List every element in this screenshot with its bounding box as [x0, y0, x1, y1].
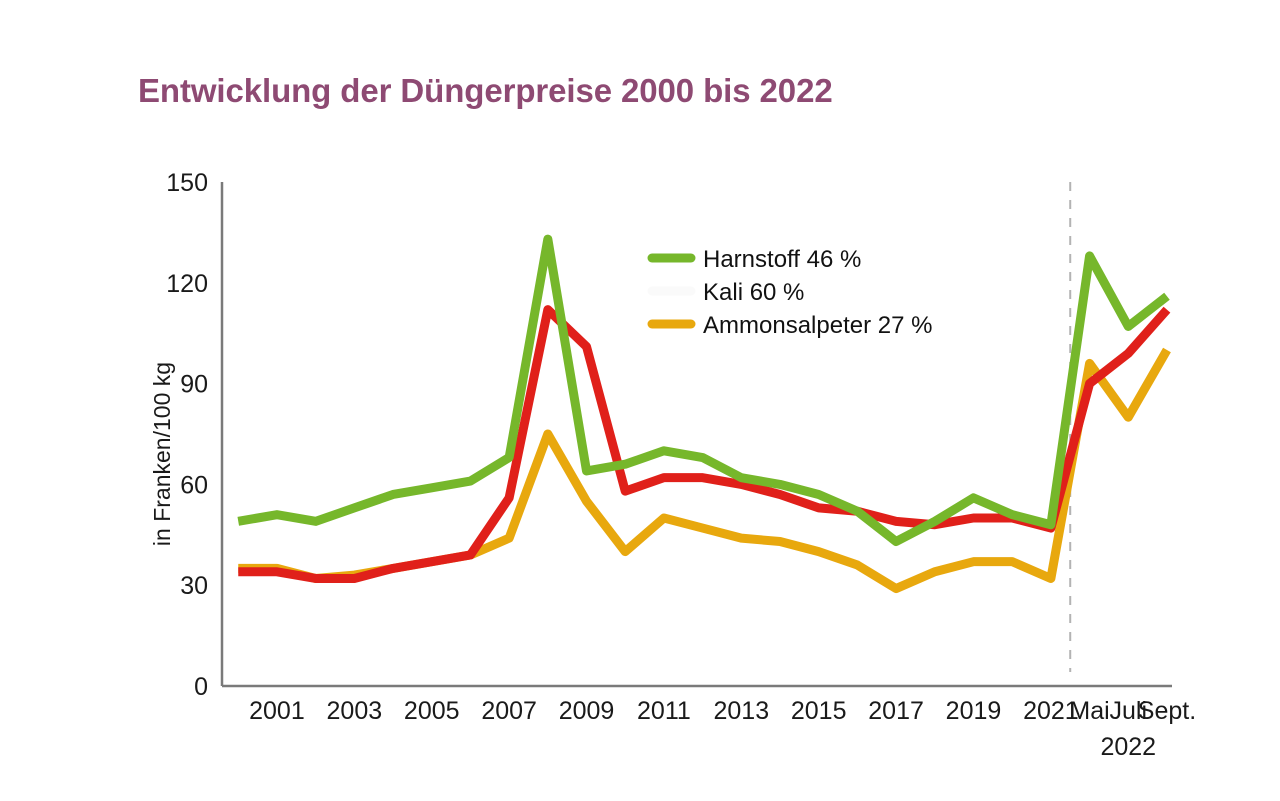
- x-tick-label: Mai: [1069, 697, 1109, 725]
- x-tick-label: Sept.: [1138, 697, 1196, 725]
- x-tick-labels: 2001 2003 2005 2007 2009 2011 2013 2015 2017 2019…: [249, 697, 1196, 761]
- x-tick-sublabel: 2022: [1100, 733, 1156, 761]
- y-axis-title: in Franken/100 kg: [149, 362, 175, 546]
- chart-legend: Harnstoff 46 % Kali 60 % Ammonsalpeter 27 …: [647, 246, 932, 339]
- legend-label-2[interactable]: Kali 60 %: [703, 279, 804, 306]
- y-tick-label: 0: [194, 673, 208, 701]
- x-tick-label: 2011: [637, 697, 691, 725]
- series-lines: [237, 234, 1171, 594]
- y-axis-title-text: in Franken/100 kg: [149, 362, 175, 546]
- y-tick-label: 150: [166, 169, 208, 197]
- x-tick-label: Juli: [1110, 697, 1148, 725]
- x-tick-label: 2017: [868, 697, 924, 725]
- y-tick-labels: 0 30 60 90 120 150: [166, 169, 208, 701]
- y-tick-label: 90: [180, 371, 208, 399]
- x-tick-label: 2003: [327, 697, 383, 725]
- x-tick-label: 2019: [946, 697, 1002, 725]
- x-tick-label: 2015: [791, 697, 847, 725]
- axes-group: [220, 182, 1172, 688]
- x-tick-label: 2009: [559, 697, 615, 725]
- x-tick-label: 2007: [481, 697, 537, 725]
- legend-label-3[interactable]: Ammonsalpeter 27 %: [703, 312, 932, 339]
- y-tick-label: 60: [180, 471, 208, 499]
- x-tick-label: 2021: [1023, 697, 1079, 725]
- series-line-2: [238, 305, 1171, 583]
- series-line-1: [237, 234, 1170, 547]
- x-tick-label: 2013: [713, 697, 769, 725]
- x-tick-label: 2001: [249, 697, 305, 725]
- series-line-3: [238, 347, 1171, 594]
- y-tick-label: 30: [180, 572, 208, 600]
- legend-label-1[interactable]: Harnstoff 46 %: [703, 246, 861, 273]
- page-title: Entwicklung der Düngerpreise 2000 bis 20…: [138, 72, 833, 109]
- x-tick-label: 2005: [404, 697, 460, 725]
- y-tick-label: 120: [166, 270, 208, 298]
